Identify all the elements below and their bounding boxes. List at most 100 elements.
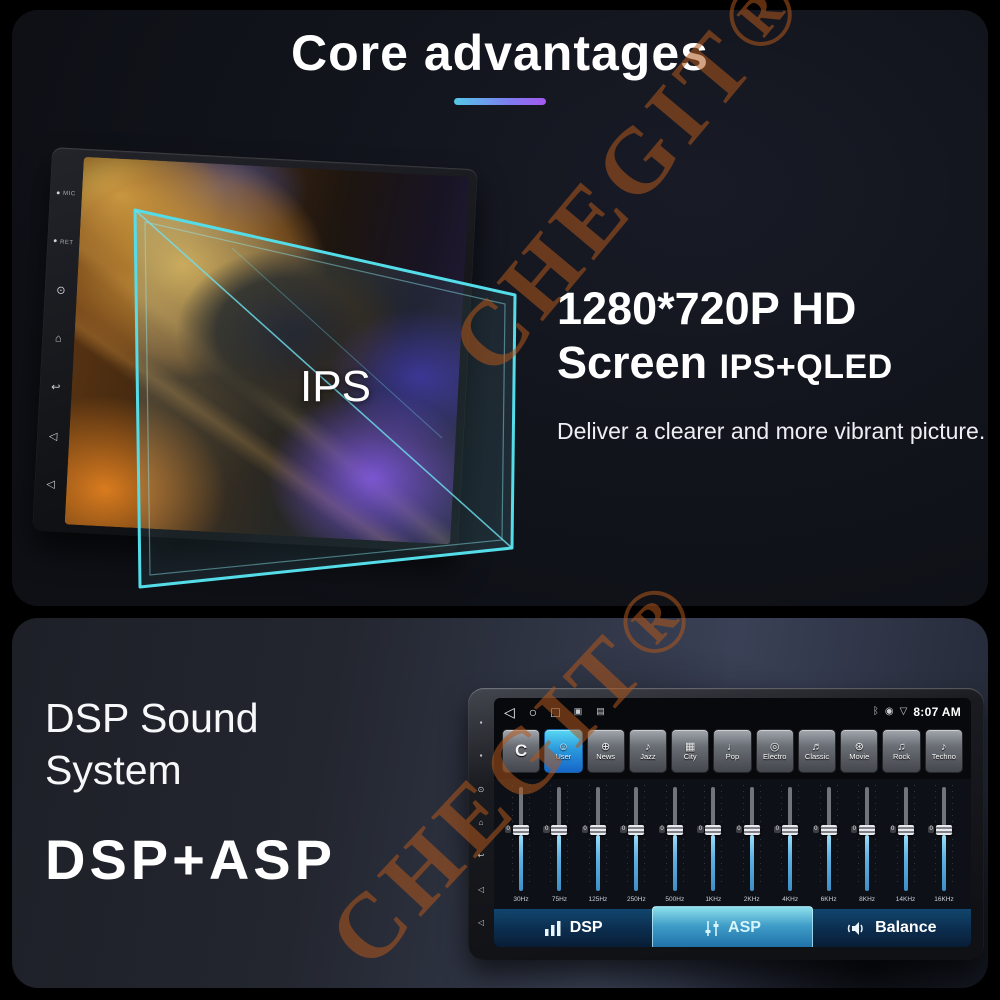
back-icon: ↩ — [50, 381, 61, 394]
preset-rock-button[interactable]: ♫ Rock — [882, 729, 921, 773]
eq-slider[interactable]: 0 — [812, 785, 838, 894]
equalizer-sliders: 0 30Hz 0 75Hz 0 125Hz 0 250Hz 0 500Hz 0 1KHz 0 2KHz 0 4… — [494, 779, 971, 909]
eq-value-label: 0 — [505, 825, 512, 834]
eq-slider-thumb[interactable] — [782, 824, 799, 835]
eq-slider[interactable]: 0 — [658, 785, 684, 894]
preset-electro-button[interactable]: ◎ Electro — [755, 729, 794, 773]
movie-icon: ⊛ — [854, 740, 864, 753]
mic-dot-icon[interactable]: ▪ — [480, 718, 483, 727]
eq-value-label: 0 — [543, 825, 550, 834]
rock-icon: ♫ — [897, 740, 906, 753]
city-icon: ▦ — [684, 740, 696, 753]
sliders-icon — [704, 920, 720, 936]
eq-slider[interactable]: 0 — [889, 785, 915, 894]
jazz-icon: ♪ — [645, 740, 651, 753]
eq-slider-thumb[interactable] — [513, 824, 529, 835]
tab-dsp[interactable]: DSP — [494, 909, 652, 947]
eq-band: 0 500Hz — [658, 785, 688, 907]
headline-description: Deliver a clearer and more vibrant pictu… — [557, 417, 986, 444]
slider-track-upper — [941, 787, 946, 830]
preset-movie-button[interactable]: ⊛ Movie — [840, 729, 879, 773]
volume-down-icon[interactable]: ◁ — [478, 918, 484, 927]
mic-dot-icon[interactable]: • MIC — [55, 187, 76, 200]
eq-slider-thumb[interactable] — [551, 824, 568, 835]
preset-c-button[interactable]: C — [502, 729, 541, 773]
reset-dot-icon: ▪ — [479, 751, 483, 761]
eq-frequency-label: 1KHz — [705, 896, 722, 903]
eq-frequency-label: 2KHz — [743, 896, 760, 903]
mic-dot-icon: • — [55, 187, 61, 200]
eq-slider-thumb[interactable] — [628, 824, 645, 835]
volume-down-icon: ◁ — [477, 917, 485, 927]
power-icon[interactable]: ⊙ — [56, 284, 66, 296]
slider-track-lower — [595, 835, 600, 891]
home-nav-icon[interactable]: ○ — [528, 703, 538, 720]
eq-slider-thumb[interactable] — [666, 824, 683, 835]
slider-track-lower — [749, 835, 754, 891]
eq-value-label: 0 — [697, 825, 704, 834]
back-icon[interactable]: ↩ — [50, 381, 61, 394]
tab-label: Balance — [875, 919, 937, 936]
eq-slider[interactable]: 0 — [735, 785, 761, 894]
slider-track-lower — [634, 835, 639, 891]
classic-icon: ♬ — [811, 740, 823, 753]
eq-slider-thumb[interactable] — [589, 824, 606, 835]
preset-jazz-button[interactable]: ♪ Jazz — [628, 729, 668, 773]
volume-up-icon[interactable]: ◁ — [49, 430, 58, 442]
preset-pop-button[interactable]: ♩ Pop — [713, 729, 752, 773]
slider-track-upper — [826, 787, 831, 830]
eq-slider-thumb[interactable] — [897, 824, 914, 835]
eq-frequency-label: 8KHz — [859, 896, 876, 903]
eq-slider[interactable]: 0 — [851, 785, 877, 894]
preset-news-button[interactable]: ⊕ News — [586, 729, 625, 773]
eq-value-label: 0 — [851, 825, 858, 834]
eq-slider[interactable]: 0 — [620, 785, 646, 894]
eq-slider-thumb[interactable] — [859, 824, 876, 835]
home-icon[interactable]: ⌂ — [479, 818, 484, 827]
slider-track-lower — [788, 835, 793, 891]
preset-city-button[interactable]: ▦ City — [671, 729, 710, 773]
pop-icon: ♩ — [726, 740, 738, 753]
dsp-subtitle: DSP+ASP — [45, 827, 336, 891]
eq-slider-thumb[interactable] — [820, 824, 837, 835]
preset-techno-button[interactable]: ♪ Techno — [924, 729, 963, 773]
eq-slider[interactable]: 0 — [505, 785, 530, 894]
eq-slider[interactable]: 0 — [697, 785, 723, 894]
recents-nav-icon[interactable]: □ — [551, 703, 560, 720]
reset-dot-icon[interactable]: ▪ — [480, 751, 483, 760]
radio-head-unit: ▪ ▪ ⊙ ⌂ ↩ ◁ ◁ ◁ ○ □ ▣ ▤ ᛒ ◉ ▽ 8:07 AM C ☺ User ⊕ News ♪ Ja… — [468, 688, 984, 960]
eq-band: 0 1KHz — [697, 785, 726, 907]
preset-label: Rock — [892, 752, 911, 761]
volume-down-icon[interactable]: ◁ — [46, 478, 55, 490]
eq-band: 0 16KHz — [927, 785, 957, 907]
home-icon: ⌂ — [478, 817, 484, 827]
preset-classic-button[interactable]: ♬ Classic — [797, 729, 837, 773]
eq-slider-thumb[interactable] — [743, 824, 760, 835]
eq-slider[interactable]: 0 — [927, 785, 953, 894]
preset-label: Movie — [849, 752, 870, 761]
back-nav-icon[interactable]: ◁ — [504, 703, 515, 720]
reset-dot-icon[interactable]: • RET — [53, 236, 74, 249]
eq-slider[interactable]: 0 — [774, 785, 800, 894]
home-icon[interactable]: ⌂ — [55, 333, 62, 345]
volume-up-icon[interactable]: ◁ — [478, 885, 484, 894]
eq-slider[interactable]: 0 — [543, 785, 569, 894]
eq-slider-thumb[interactable] — [935, 824, 952, 835]
slider-track-lower — [519, 835, 523, 891]
eq-slider-thumb[interactable] — [705, 824, 722, 835]
mic-dot-label: MIC — [62, 191, 76, 198]
equalizer-screen: ◁ ○ □ ▣ ▤ ᛒ ◉ ▽ 8:07 AM C ☺ User ⊕ News ♪ Jazz ▦ City ♩… — [494, 698, 971, 947]
power-icon[interactable]: ⊙ — [478, 785, 485, 794]
headline-screen: Screen IPS+QLED — [557, 336, 893, 388]
preset-label: City — [683, 752, 697, 761]
back-icon[interactable]: ↩ — [478, 851, 485, 860]
slider-track-upper — [903, 787, 908, 830]
tab-balance[interactable]: Balance — [813, 909, 971, 947]
back-icon: ↩ — [477, 851, 485, 861]
tab-asp[interactable]: ASP — [652, 906, 813, 947]
slider-track-lower — [711, 835, 716, 891]
preset-label: Pop — [725, 752, 740, 761]
eq-slider[interactable]: 0 — [581, 785, 607, 894]
preset-user-button[interactable]: ☺ User — [544, 729, 583, 773]
eq-frequency-label: 6KHz — [820, 896, 837, 903]
